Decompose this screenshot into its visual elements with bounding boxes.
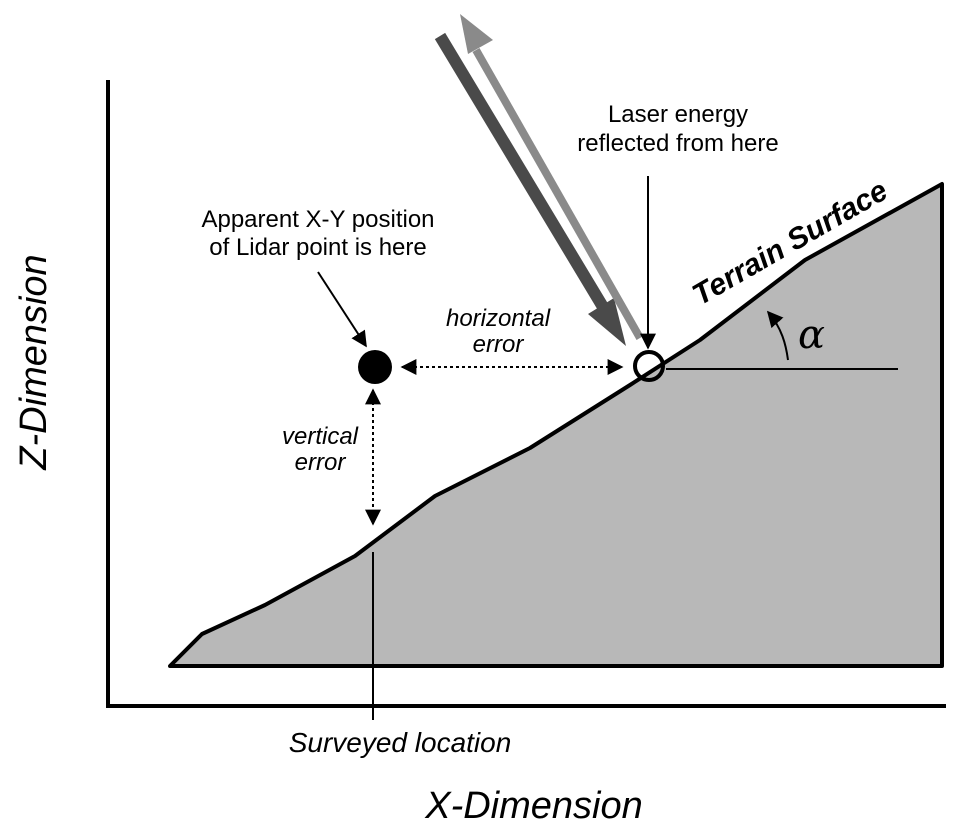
- incoming-laser-arrowhead: [588, 298, 626, 346]
- surveyed-location-label: Surveyed location: [289, 727, 512, 758]
- angle-arc: [766, 310, 789, 361]
- terrain-surface-area: [168, 182, 944, 668]
- apparent-label-pointer: [317, 271, 367, 348]
- apparent-label-line1: Apparent X-Y position: [201, 206, 434, 233]
- vertical-error-label-line1: vertical: [282, 423, 359, 450]
- angle-symbol: α: [798, 312, 825, 358]
- incoming-laser-beam: [434, 32, 612, 316]
- y-axis-title: Z-Dimension: [13, 254, 55, 470]
- reflection-point: [633, 350, 665, 382]
- vertical-error-label-line2: error: [295, 449, 347, 476]
- reflected-laser-arrowhead: [460, 14, 493, 54]
- laser-label-line1: Laser energy: [608, 101, 748, 128]
- x-axis-title: X-Dimension: [424, 785, 643, 827]
- apparent-label-line2: of Lidar point is here: [209, 234, 426, 261]
- apparent-lidar-point: [358, 350, 392, 384]
- horizontal-error-label-line1: horizontal: [446, 305, 551, 332]
- laser-label-line2: reflected from here: [577, 130, 778, 157]
- reflected-laser-beam: [472, 48, 644, 340]
- horizontal-error-label-line2: error: [473, 331, 525, 358]
